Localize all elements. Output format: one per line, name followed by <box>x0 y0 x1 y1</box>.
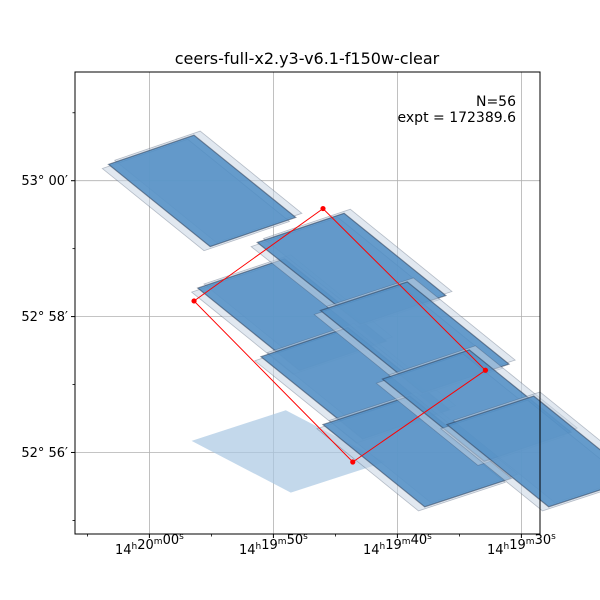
outline-vertex <box>191 298 197 304</box>
y-tick-label: 52° 56′ <box>21 446 68 461</box>
detector-footprint-light <box>191 410 385 493</box>
x-tick-label: 14h20m00s <box>115 532 184 558</box>
detector-exposure <box>445 395 600 508</box>
outline-vertex <box>320 205 326 212</box>
x-tick-label: 14h19m50s <box>239 532 308 558</box>
outline-vertex <box>482 367 489 373</box>
x-tick-label: 14h19m40s <box>363 532 432 558</box>
chart-title: ceers-full-x2.y3-v6.1-f150w-clear <box>175 49 440 68</box>
outline-vertex <box>350 459 356 465</box>
y-tick-label: 52° 58′ <box>21 310 68 325</box>
y-tick-label: 53° 00′ <box>21 174 68 189</box>
plot-frame <box>74 71 541 535</box>
detector-footprint <box>439 391 600 512</box>
axis-ticks: 14h20m00s 14h19m50s 14h19m40s 14h19m30s 53° … <box>21 112 556 558</box>
detector-footprint <box>315 391 519 512</box>
detector-footprint <box>101 130 303 252</box>
exposure-time-label: expt = 172389.6 <box>398 110 517 126</box>
x-tick-label: 14h19m30s <box>487 532 556 558</box>
exposure-count-label: N=56 <box>476 94 516 110</box>
pointing-outline <box>191 205 489 465</box>
detector-footprints <box>101 130 600 512</box>
detector-exposure <box>107 134 297 248</box>
